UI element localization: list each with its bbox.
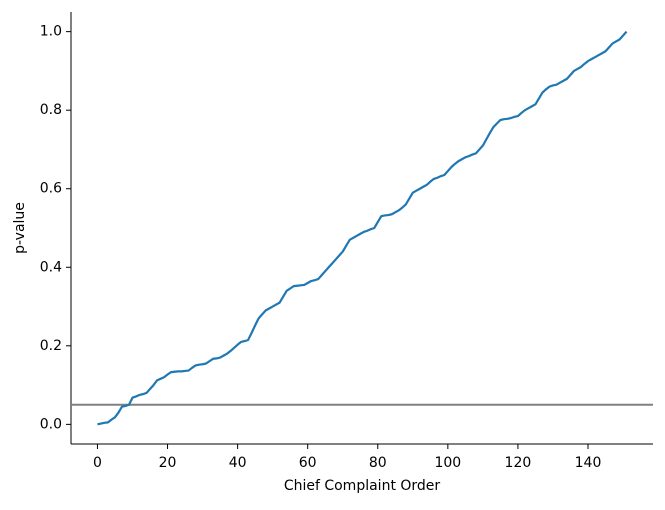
y-tick-label: 0.0 — [40, 416, 62, 432]
y-axis-label: p-value — [12, 202, 28, 254]
x-tick-label: 120 — [505, 455, 532, 471]
y-tick-label: 0.2 — [40, 338, 62, 354]
y-tick-label: 0.8 — [40, 102, 62, 118]
x-tick-label: 0 — [93, 455, 102, 471]
x-tick-label: 140 — [575, 455, 602, 471]
x-tick-label: 20 — [159, 455, 177, 471]
data-line — [97, 30, 628, 426]
x-tick-label: 80 — [369, 455, 387, 471]
y-tick-label: 0.4 — [40, 259, 62, 275]
x-tick-label: 40 — [229, 455, 247, 471]
x-axis-label: Chief Complaint Order — [284, 478, 441, 494]
x-tick-label: 60 — [299, 455, 317, 471]
x-tick-label: 100 — [434, 455, 461, 471]
y-tick-label: 0.6 — [40, 181, 62, 197]
y-tick-label: 1.0 — [40, 24, 62, 40]
